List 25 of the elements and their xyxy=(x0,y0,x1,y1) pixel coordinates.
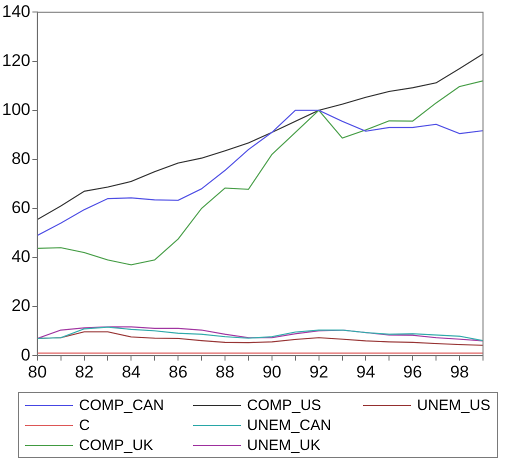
legend-label: COMP_CAN xyxy=(79,396,164,414)
x-tick-label: 90 xyxy=(262,362,282,382)
y-tick-label: 100 xyxy=(2,100,30,119)
legend-label: C xyxy=(79,416,90,434)
x-tick-label: 88 xyxy=(216,362,234,382)
legend-label: UNEM_US xyxy=(417,396,490,414)
x-tick-label: 98 xyxy=(450,362,470,382)
x-tick-label: 82 xyxy=(74,362,94,382)
legend-label: COMP_US xyxy=(247,396,322,414)
y-tick-label: 80 xyxy=(11,149,30,168)
y-tick-label: 140 xyxy=(2,2,30,21)
legend-label: UNEM_UK xyxy=(247,436,320,454)
legend-label: COMP_UK xyxy=(79,436,154,454)
y-tick-label: 0 xyxy=(20,345,30,364)
x-tick-label: 96 xyxy=(403,362,422,382)
x-tick-label: 80 xyxy=(28,362,47,382)
legend-label: UNEM_CAN xyxy=(247,416,332,434)
x-tick-label: 86 xyxy=(168,362,188,382)
x-tick-label: 92 xyxy=(309,362,328,382)
y-tick-label: 120 xyxy=(2,50,30,70)
x-tick-label: 94 xyxy=(356,362,376,382)
x-tick-label: 84 xyxy=(122,362,141,382)
y-tick-label: 40 xyxy=(11,247,30,266)
y-tick-label: 20 xyxy=(11,296,30,316)
y-tick-label: 60 xyxy=(11,198,30,218)
